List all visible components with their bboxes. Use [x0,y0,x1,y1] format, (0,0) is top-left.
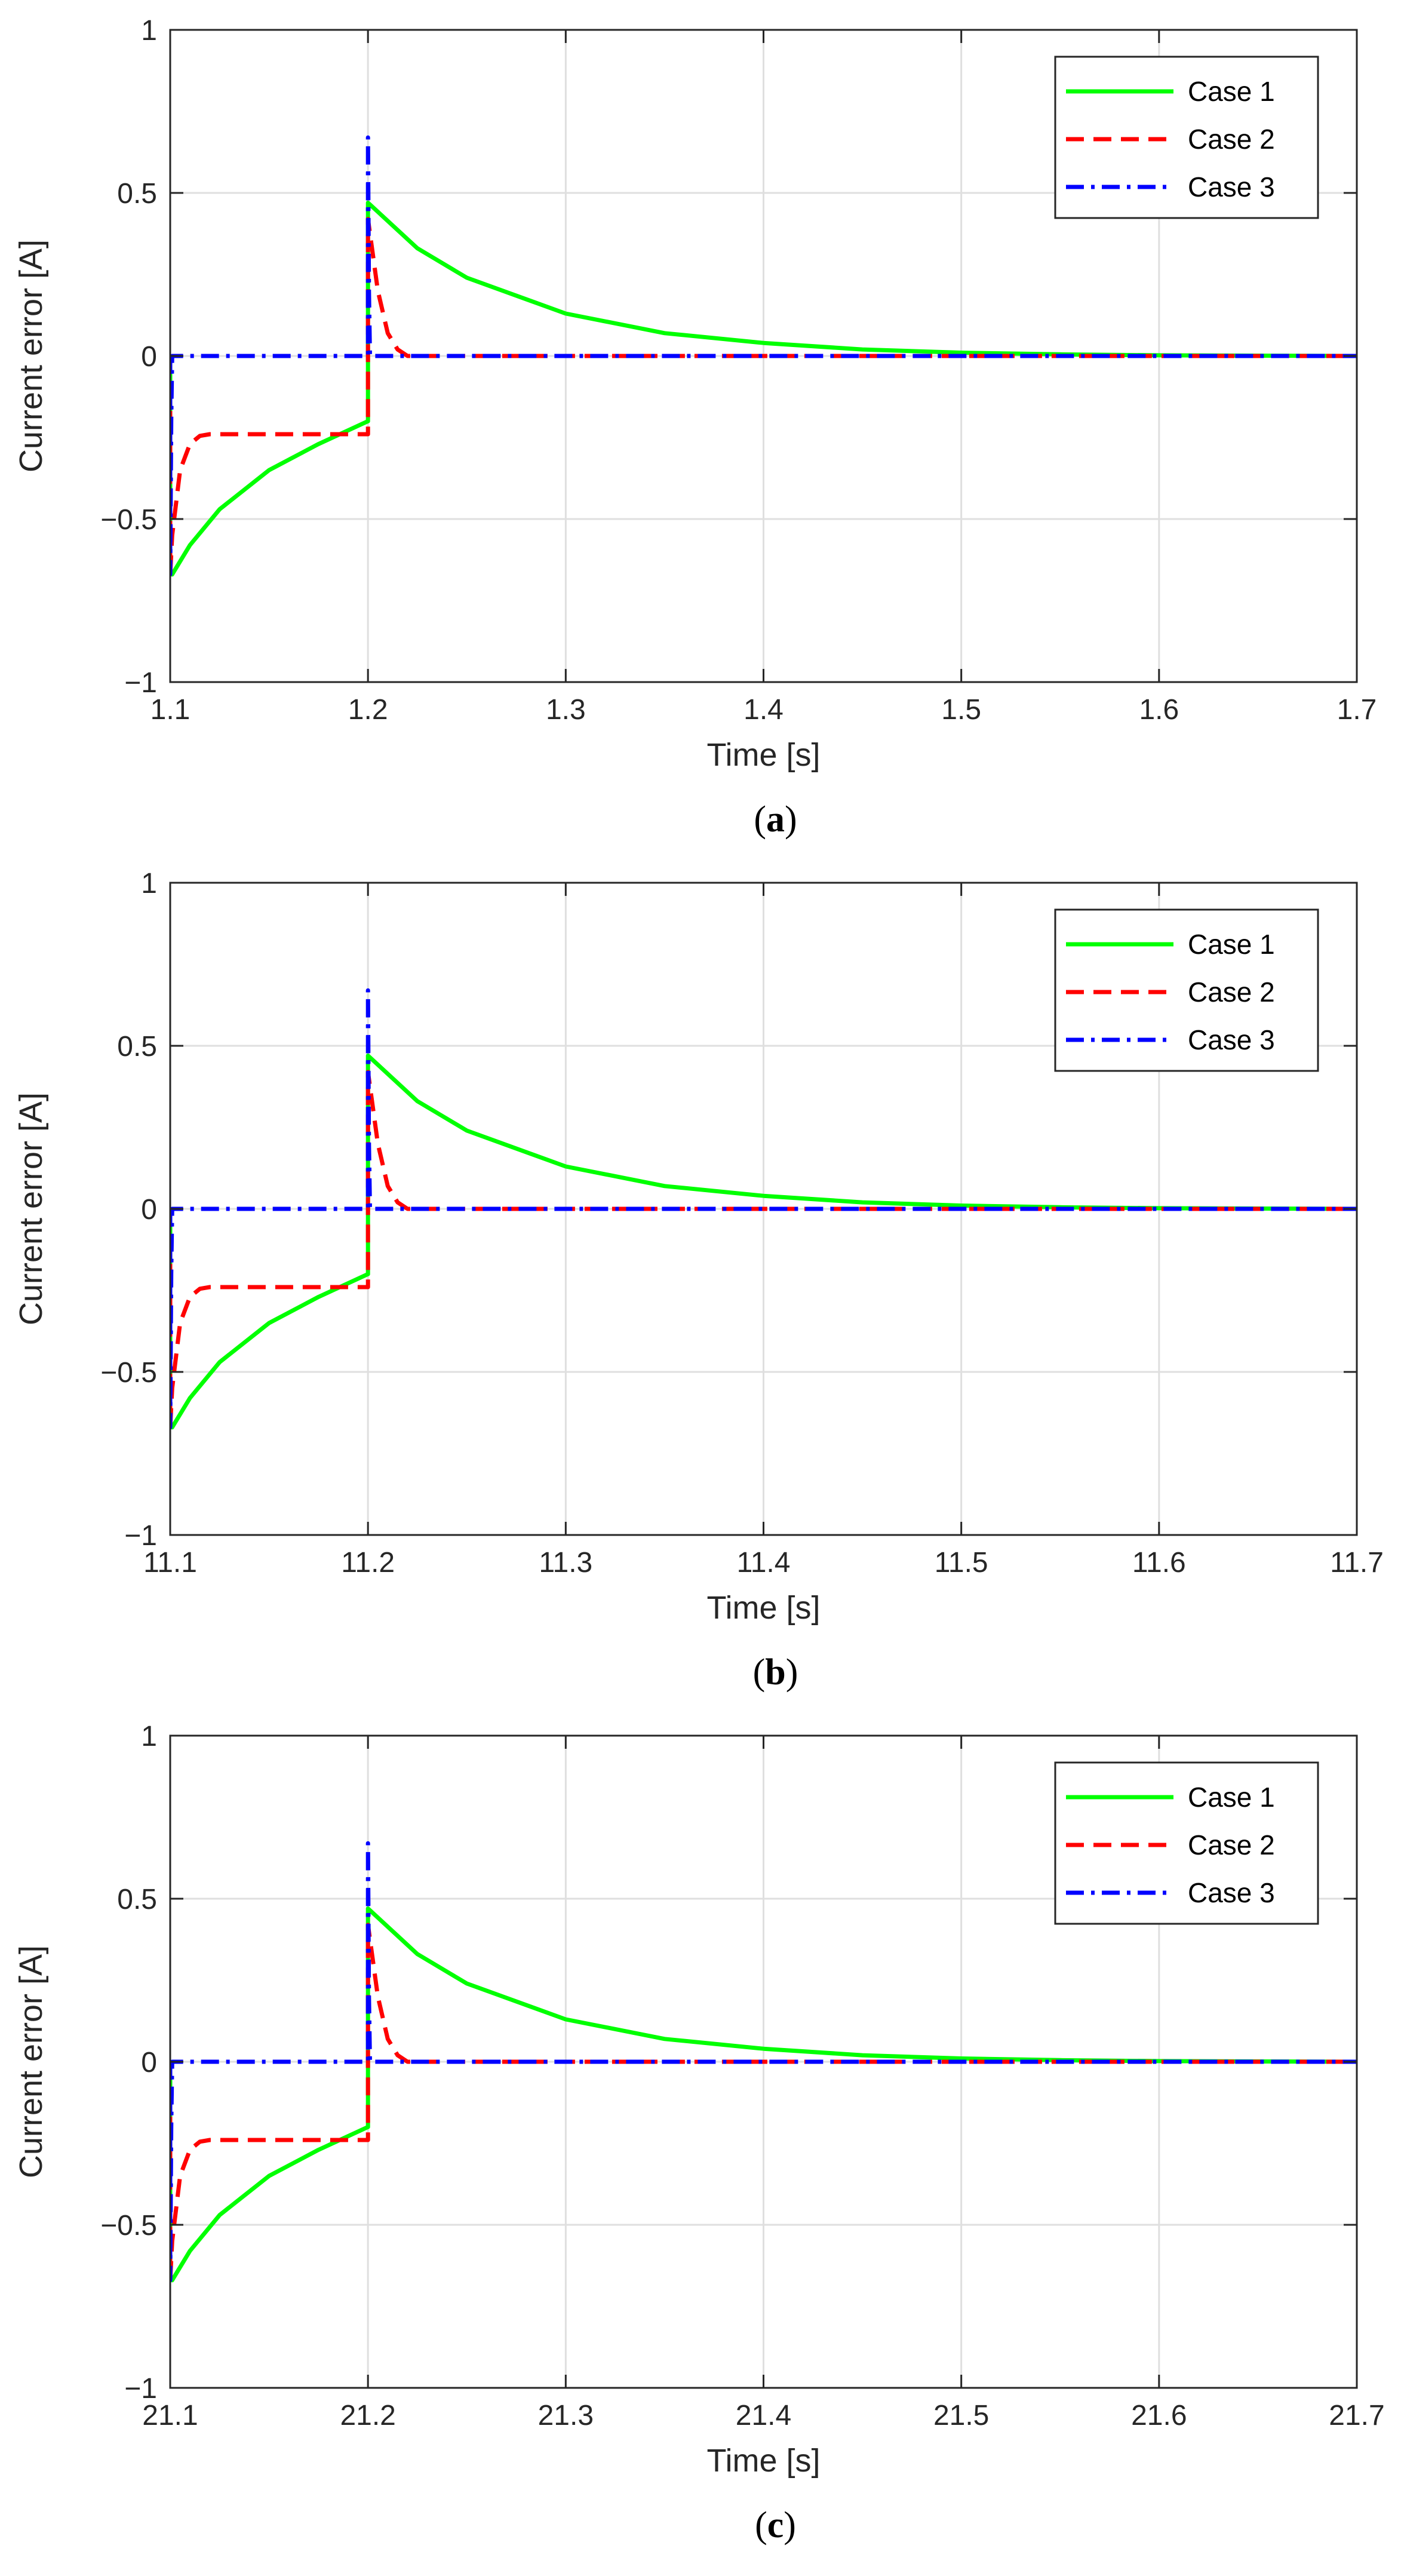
series-group [170,135,1357,577]
x-tick-label: 1.2 [348,694,388,726]
x-tick-label: 1.4 [743,694,784,726]
y-tick-label: 0.5 [117,1884,157,1915]
x-tick-label: 1.5 [941,694,981,726]
legend: Case 1 Case 2 Case 3 [1054,1761,1319,1925]
caption-open-paren: ( [754,799,766,840]
series-group [170,1841,1357,2283]
caption-open-paren: ( [755,2505,767,2546]
legend-label-case-3: Case 3 [1188,1877,1275,1908]
series-line-case-3 [170,1841,1357,2283]
caption-open-paren: ( [753,1652,766,1693]
subfigure-caption: (b) [753,1652,798,1693]
subplot-c: 21.1 21.2 21.3 21.4 21.5 21.6 21.7 −1 −0.5 0 0.5 1 T… [13,1721,1385,2546]
x-tick-label: 11.5 [935,1547,988,1579]
legend: Case 1 Case 2 Case 3 [1054,908,1319,1072]
caption-letter: a [766,799,785,840]
series-line-case-1 [170,1906,1357,2283]
x-axis-label: Time [s] [706,2443,820,2479]
y-tick-label: 0.5 [117,178,157,210]
x-tick-label: 21.4 [736,2400,791,2431]
y-axis-label: Current error [A] [13,1945,49,2178]
legend: Case 1 Case 2 Case 3 [1054,56,1319,219]
x-tick-label: 21.2 [340,2400,395,2431]
subfigure-caption: (a) [754,799,797,840]
caption-letter: b [765,1652,785,1693]
x-tick-label: 21.7 [1329,2400,1384,2431]
legend-label-case-1: Case 1 [1188,1782,1275,1813]
legend-label-case-2: Case 2 [1188,1829,1275,1860]
x-axis-label: Time [s] [706,737,820,773]
y-tick-label: 1 [141,868,157,899]
y-tick-label: −1 [124,667,157,699]
x-tick-label: 1.1 [150,694,191,726]
y-tick-label: −1 [124,2373,157,2405]
y-tick-label: −1 [124,1520,157,1552]
x-tick-label: 21.6 [1131,2400,1187,2431]
y-tick-label: −0.5 [100,504,157,536]
y-tick-label: −0.5 [100,1357,157,1389]
x-tick-label: 11.3 [539,1547,592,1579]
series-line-case-2 [170,1923,1357,2283]
y-tick-label: −0.5 [100,2210,157,2242]
legend-label-case-2: Case 2 [1188,124,1275,155]
y-tick-label: 0 [141,341,157,373]
series-line-case-2 [170,217,1357,577]
series-line-case-3 [170,988,1357,1430]
x-tick-label: 11.6 [1132,1547,1186,1579]
y-tick-label: 1 [141,1721,157,1752]
legend-label-case-1: Case 1 [1188,76,1275,107]
subplot-b: 11.1 11.2 11.3 11.4 11.5 11.6 11.7 −1 −0.5 0 0.5 1 T… [13,868,1384,1693]
caption-close-paren: ) [786,1652,798,1693]
y-tick-label: 1 [141,15,157,47]
caption-close-paren: ) [784,2505,796,2546]
series-group [170,988,1357,1430]
y-tick-label: 0 [141,2047,157,2078]
legend-label-case-1: Case 1 [1188,929,1275,960]
x-tick-label: 11.7 [1330,1547,1384,1579]
legend-label-case-2: Case 2 [1188,977,1275,1008]
y-tick-label: 0.5 [117,1031,157,1063]
series-line-case-1 [170,200,1357,577]
x-tick-label: 1.6 [1139,694,1179,726]
x-tick-label: 1.3 [546,694,586,726]
x-tick-label: 11.4 [737,1547,791,1579]
subfigure-caption: (c) [755,2505,796,2546]
y-tick-label: 0 [141,1194,157,1226]
x-tick-label: 11.2 [341,1547,395,1579]
legend-label-case-3: Case 3 [1188,1024,1275,1055]
subplot-a: 1.1 1.2 1.3 1.4 1.5 1.6 1.7 −1 −0.5 0 0.5 1 Time [s]… [13,15,1377,840]
x-tick-label: 21.1 [142,2400,198,2431]
caption-close-paren: ) [785,799,797,840]
x-tick-label: 21.3 [538,2400,594,2431]
series-line-case-2 [170,1070,1357,1430]
caption-letter: c [767,2505,784,2546]
x-axis-label: Time [s] [706,1590,820,1626]
y-axis-label: Current error [A] [13,240,49,472]
series-line-case-3 [170,135,1357,577]
legend-label-case-3: Case 3 [1188,171,1275,202]
x-tick-label: 1.7 [1337,694,1377,726]
series-line-case-1 [170,1053,1357,1430]
x-tick-label: 21.5 [933,2400,989,2431]
x-tick-label: 11.1 [143,1547,197,1579]
y-axis-label: Current error [A] [13,1092,49,1325]
